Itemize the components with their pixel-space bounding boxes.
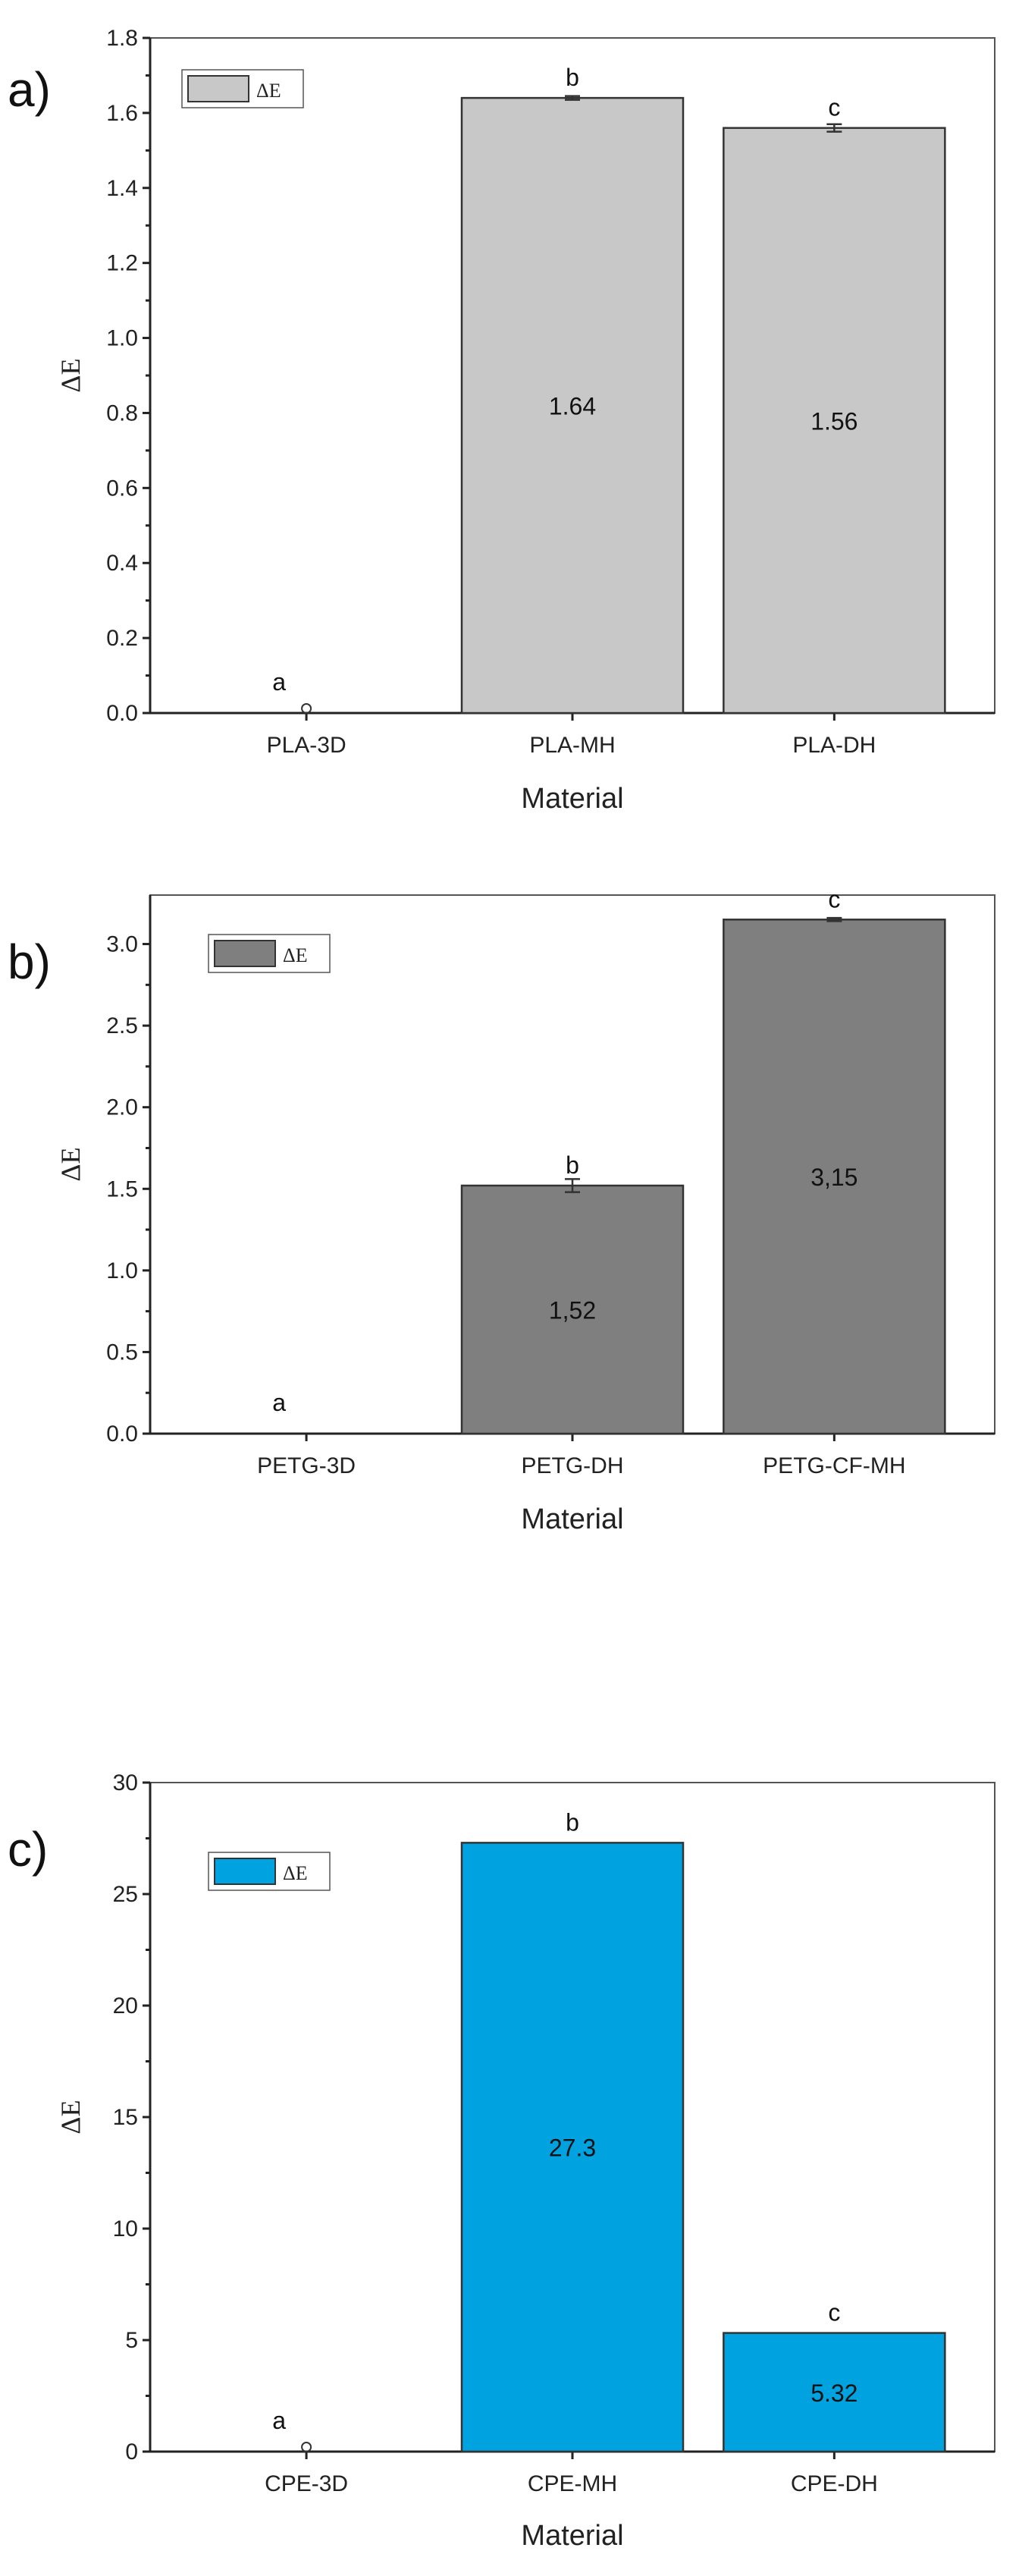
y-tick-label: 0.4 — [106, 551, 138, 576]
x-tick-label: CPE-MH — [528, 2471, 617, 2496]
y-tick-label: 1.2 — [106, 251, 138, 276]
y-tick-label: 25 — [113, 1882, 138, 1907]
legend: ΔE — [208, 934, 331, 973]
x-axis-title: Material — [521, 783, 623, 815]
y-axis-title: ΔE — [55, 2100, 86, 2134]
legend-label: ΔE — [283, 1862, 308, 1884]
y-tick-label: 15 — [113, 2105, 138, 2130]
y-tick-label: 1.6 — [106, 101, 138, 126]
chart-panel-2: 0.0 0.5 1.0 1.5 2.0 2.5 3.0 PETG-3D a PETG-DH 1,52… — [8, 885, 995, 1535]
x-tick-label: CPE-3D — [265, 2471, 348, 2496]
significance-letter: a — [272, 668, 286, 696]
y-tick-label: 2.0 — [106, 1095, 138, 1120]
bar-cpe-dh — [723, 2332, 946, 2453]
significance-letter: c — [828, 94, 840, 121]
bar-value-label: 5.32 — [810, 2380, 858, 2407]
panel-label: c) — [8, 1822, 48, 1877]
y-tick-label: 0.6 — [106, 476, 138, 501]
bar-pla-mh — [460, 96, 685, 715]
legend: ΔE — [181, 69, 304, 108]
x-tick-label: PETG-DH — [522, 1453, 624, 1478]
x-tick-label: PETG-3D — [257, 1453, 356, 1478]
legend-swatch — [214, 940, 276, 967]
legend: ΔE — [208, 1852, 331, 1891]
y-tick-label: 1.4 — [106, 176, 138, 201]
y-tick-label: 0 — [125, 2439, 138, 2464]
y-tick-label: 5 — [125, 2328, 138, 2353]
y-tick-label: 3.0 — [106, 932, 138, 957]
legend-swatch — [187, 75, 249, 102]
y-tick-label: 1.0 — [106, 326, 138, 351]
bar-value-label: 1,52 — [549, 1296, 596, 1324]
y-tick-label: 1.5 — [106, 1176, 138, 1202]
y-tick-label: 0.0 — [106, 1422, 138, 1447]
bar-value-label: 1.56 — [810, 407, 858, 435]
legend-label: ΔE — [283, 944, 308, 966]
chart-panel-3: 0 5 10 15 20 25 30 CPE-3D a CPE-MH 27.3 b CPE-DH 5.32… — [8, 1770, 995, 2552]
bar-pla-dh — [723, 127, 946, 715]
bar-value-label: 3,15 — [810, 1164, 858, 1191]
panel-label: a) — [8, 62, 51, 117]
significance-letter: c — [828, 885, 840, 913]
y-axis-title: ΔE — [55, 358, 86, 392]
legend-label: ΔE — [256, 80, 281, 102]
x-axis-title: Material — [521, 1503, 623, 1535]
y-tick-label: 0.0 — [106, 701, 138, 726]
significance-letter: c — [828, 2299, 840, 2326]
y-tick-label: 30 — [113, 1770, 138, 1795]
x-axis-title: Material — [521, 2520, 623, 2552]
y-tick-label: 20 — [113, 1993, 138, 2018]
bar-cpe-mh — [460, 1842, 685, 2453]
significance-letter: a — [272, 1389, 286, 1416]
chart-panel-1: 0.0 0.2 0.4 0.6 0.8 1.0 1.2 1.4 1.6 1.8 PLA-3D a PLA… — [8, 26, 995, 815]
y-axis-title: ΔE — [55, 1147, 86, 1181]
x-tick-label: PLA-MH — [529, 733, 615, 758]
bar-petg-dh — [460, 1184, 685, 1435]
y-tick-label: 0.5 — [106, 1340, 138, 1365]
x-tick-label: PETG-CF-MH — [763, 1453, 905, 1478]
y-tick-label: 1.8 — [106, 26, 138, 51]
y-tick-label: 2.5 — [106, 1013, 138, 1038]
y-tick-label: 0.8 — [106, 401, 138, 426]
x-tick-label: PLA-3D — [267, 733, 346, 758]
zero-value-marker — [301, 2442, 312, 2452]
legend-swatch — [214, 1858, 276, 1885]
bar-value-label: 27.3 — [549, 2135, 596, 2162]
y-tick-label: 1.0 — [106, 1258, 138, 1283]
zero-value-marker — [301, 703, 312, 714]
significance-letter: a — [272, 2407, 286, 2434]
significance-letter: b — [566, 1808, 579, 1836]
panel-label: b) — [8, 935, 51, 989]
bar-petg-cf-mh — [723, 919, 946, 1435]
significance-letter: b — [566, 64, 579, 91]
y-tick-label: 10 — [113, 2216, 138, 2241]
y-tick-label: 0.2 — [106, 626, 138, 651]
x-tick-label: PLA-DH — [792, 733, 876, 758]
x-tick-label: CPE-DH — [791, 2471, 878, 2496]
significance-letter: b — [566, 1151, 579, 1179]
bar-value-label: 1.64 — [549, 393, 596, 420]
